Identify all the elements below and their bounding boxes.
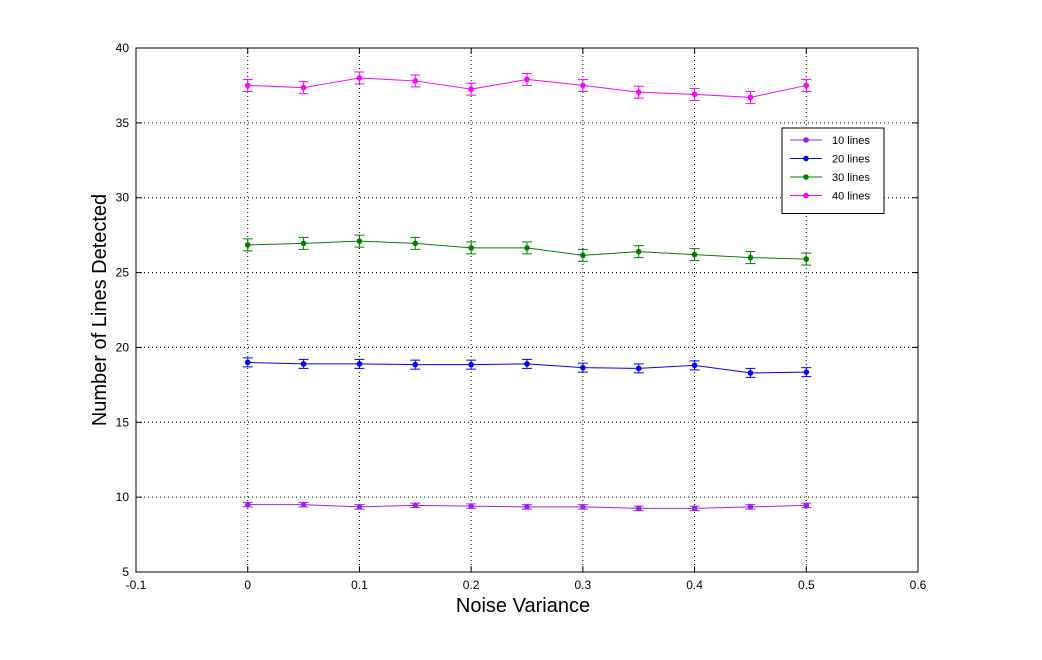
data-point xyxy=(803,256,810,262)
legend-label: 40 lines xyxy=(832,191,870,203)
y-tick-label: 30 xyxy=(116,191,130,205)
data-point xyxy=(356,75,363,81)
y-axis-title: Number of Lines Detected xyxy=(89,194,111,426)
series-layer xyxy=(242,71,812,512)
data-point xyxy=(300,361,307,367)
data-point xyxy=(803,502,810,509)
x-tick-label: 0.1 xyxy=(351,578,368,592)
legend-marker xyxy=(803,137,809,143)
legend: 10 lines 20 lines 30 lines 40 lines xyxy=(781,127,885,214)
data-point xyxy=(747,370,754,376)
data-point xyxy=(691,505,698,512)
legend-label: 10 lines xyxy=(832,135,870,147)
data-point xyxy=(635,365,642,372)
data-point xyxy=(524,245,530,251)
legend-marker xyxy=(803,192,809,199)
x-axis-title: Noise Variance xyxy=(456,595,590,617)
data-point xyxy=(691,362,698,369)
x-tick-label: 0.2 xyxy=(463,578,480,592)
data-point xyxy=(468,86,474,92)
data-point xyxy=(412,361,419,368)
x-tick-label: 0.5 xyxy=(798,578,815,592)
y-tick-label: 40 xyxy=(116,41,130,55)
data-point xyxy=(747,94,754,101)
data-point xyxy=(300,240,307,247)
data-point xyxy=(691,251,698,258)
data-point xyxy=(356,238,363,244)
data-point xyxy=(300,501,307,508)
data-point xyxy=(244,501,251,508)
plot-frame xyxy=(135,47,919,573)
data-point xyxy=(300,84,307,91)
data-point xyxy=(524,504,530,510)
legend-label: 20 lines xyxy=(832,154,870,166)
data-point xyxy=(635,89,642,95)
legend-box xyxy=(781,127,885,214)
data-point xyxy=(691,91,698,98)
data-point xyxy=(244,242,251,248)
data-point xyxy=(524,76,530,83)
y-tick-label: 20 xyxy=(116,340,130,354)
y-tick-label: 25 xyxy=(116,266,130,280)
data-point xyxy=(580,82,586,89)
data-point xyxy=(412,78,419,84)
x-tick-label: -0.1 xyxy=(126,578,147,592)
legend-marker xyxy=(803,174,809,180)
y-tick-label: 35 xyxy=(116,116,130,130)
data-point xyxy=(524,361,530,367)
legend-label: 30 lines xyxy=(832,172,870,184)
y-tick-label: 5 xyxy=(122,565,129,579)
data-point xyxy=(580,504,586,510)
x-tick-label: 0.4 xyxy=(686,578,703,592)
data-point xyxy=(412,240,419,247)
data-point xyxy=(635,505,642,512)
data-point xyxy=(356,504,363,510)
data-point xyxy=(635,248,642,255)
grid xyxy=(136,48,918,572)
data-point xyxy=(580,252,586,259)
plot-area xyxy=(136,48,918,572)
x-tick-label: 0.3 xyxy=(575,578,592,592)
data-point xyxy=(747,254,754,261)
data-point xyxy=(244,82,251,89)
x-tick-label: 0.6 xyxy=(910,578,927,592)
series-20-lines xyxy=(242,357,812,378)
data-point xyxy=(803,369,810,375)
series-10-lines xyxy=(242,501,812,512)
x-tick-labels: -0.1 0 0.1 0.2 0.3 0.4 0.5 0.6 xyxy=(126,578,927,592)
y-tick-labels: 5 10 15 20 25 30 35 40 xyxy=(116,41,130,579)
data-point xyxy=(244,359,251,366)
data-point xyxy=(468,245,474,251)
data-point xyxy=(468,361,474,368)
data-point xyxy=(356,361,363,367)
series-40-lines xyxy=(242,71,812,104)
x-tick-label: 0 xyxy=(244,578,251,592)
legend-marker xyxy=(803,155,809,162)
data-point xyxy=(580,364,586,371)
y-tick-label: 10 xyxy=(116,490,130,504)
data-point xyxy=(803,82,810,89)
data-point xyxy=(468,503,474,509)
data-point xyxy=(747,504,754,510)
y-tick-label: 15 xyxy=(116,415,130,429)
series-30-lines xyxy=(242,234,812,266)
data-point xyxy=(412,502,419,509)
